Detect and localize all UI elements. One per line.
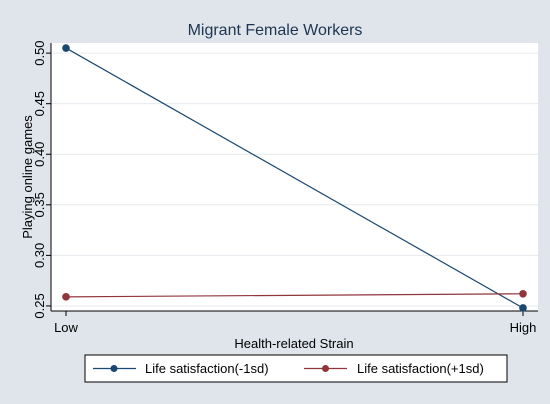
series-1-point-0 xyxy=(62,44,70,52)
legend-label-2: Life satisfaction(+1sd) xyxy=(357,361,484,376)
series-2-point-0 xyxy=(62,293,70,301)
plot-area xyxy=(51,43,538,311)
legend-swatch-marker-1 xyxy=(110,365,118,372)
y-tick-label-3: 0.40 xyxy=(32,142,47,167)
legend-label-1: Life satisfaction(-1sd) xyxy=(145,361,269,376)
x-tick-label-1: High xyxy=(510,320,537,335)
legend-swatch-marker-2 xyxy=(322,365,329,372)
series xyxy=(62,44,527,312)
series-1-point-1 xyxy=(519,304,527,312)
grid-lines xyxy=(51,52,538,307)
legend-box xyxy=(84,354,508,383)
y-tick-label-2: 0.35 xyxy=(32,192,47,217)
y-tick-label-4: 0.45 xyxy=(32,91,47,116)
series-line-1 xyxy=(65,47,524,309)
y-tick-label-0: 0.25 xyxy=(32,293,47,318)
x-axis-label: Health-related Strain xyxy=(234,336,353,351)
series-2-point-1 xyxy=(519,290,527,298)
chart-title: Migrant Female Workers xyxy=(188,22,363,39)
y-tick-label-1: 0.30 xyxy=(32,243,47,268)
legend: Life satisfaction(-1sd) Life satisfactio… xyxy=(84,354,508,383)
y-axis-label: Playing online games xyxy=(20,115,35,239)
series-line-2 xyxy=(65,293,524,298)
x-ticks: Low High xyxy=(54,311,536,335)
y-tick-label-5: 0.50 xyxy=(32,40,47,65)
x-tick-label-0: Low xyxy=(54,320,78,335)
y-ticks: 0.25 0.30 0.35 0.40 0.45 0.50 xyxy=(32,40,51,319)
